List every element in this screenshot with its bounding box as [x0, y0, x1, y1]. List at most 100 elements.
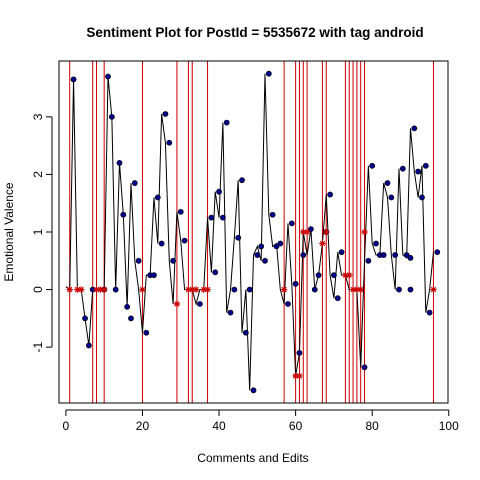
axes: 0 20 40 60 80 100 -1 0 1 2 3 [31, 113, 459, 433]
comment-point [86, 343, 91, 348]
comment-point [373, 241, 378, 246]
comment-point [435, 250, 440, 255]
comment-point [278, 241, 283, 246]
comment-point [213, 270, 218, 275]
comment-point [308, 227, 313, 232]
comment-point [151, 273, 156, 278]
comment-point [389, 195, 394, 200]
comment-point [423, 163, 428, 168]
comment-point [232, 287, 237, 292]
edit-point [304, 229, 310, 235]
edit-point [67, 286, 73, 292]
comment-point [259, 244, 264, 249]
comment-point [270, 212, 275, 217]
comment-point [297, 350, 302, 355]
comment-point [331, 273, 336, 278]
comment-point [255, 252, 260, 257]
comment-point [224, 120, 229, 125]
comment-point [385, 180, 390, 185]
comment-point [125, 304, 130, 309]
comment-point [396, 287, 401, 292]
comment-point [178, 209, 183, 214]
comment-point [170, 258, 175, 263]
comment-point [144, 330, 149, 335]
comment-point [412, 126, 417, 131]
data-markers [67, 71, 440, 393]
y-tick-label: 0 [31, 286, 45, 293]
comment-point [312, 287, 317, 292]
edit-point [430, 286, 436, 292]
comment-point [419, 195, 424, 200]
comment-point [159, 241, 164, 246]
comment-point [243, 330, 248, 335]
comment-point [289, 221, 294, 226]
comment-point [247, 287, 252, 292]
y-tick-label: 1 [31, 228, 45, 235]
comment-point [209, 215, 214, 220]
comment-point [228, 310, 233, 315]
comment-point [362, 365, 367, 370]
edit-point [78, 286, 84, 292]
comment-point [335, 296, 340, 301]
comment-point [163, 111, 168, 116]
edit-point [204, 286, 210, 292]
y-axis-label: Emotional Valence [2, 182, 16, 281]
edit-point [319, 240, 325, 246]
x-tick-label: 0 [63, 419, 70, 433]
comment-point [316, 273, 321, 278]
comment-point [216, 189, 221, 194]
comment-point [105, 74, 110, 79]
comment-point [366, 258, 371, 263]
comment-point [71, 77, 76, 82]
x-tick-label: 20 [136, 419, 150, 433]
comment-point [82, 316, 87, 321]
x-tick-label: 100 [439, 419, 459, 433]
y-tick-label: 3 [31, 113, 45, 120]
comment-point [393, 252, 398, 257]
comment-point [370, 163, 375, 168]
comment-point [266, 71, 271, 76]
x-axis-label: Comments and Edits [197, 451, 308, 465]
edit-point [281, 286, 287, 292]
comment-point [113, 287, 118, 292]
comment-point [182, 238, 187, 243]
comment-point [239, 178, 244, 183]
comment-point [109, 114, 114, 119]
x-tick-label: 40 [212, 419, 226, 433]
comment-point [408, 287, 413, 292]
comment-point [220, 215, 225, 220]
edit-point [139, 286, 145, 292]
comment-point [400, 166, 405, 171]
edit-point [101, 286, 107, 292]
comment-point [427, 310, 432, 315]
comment-point [339, 250, 344, 255]
comment-point [155, 195, 160, 200]
y-tick-label: 2 [31, 171, 45, 178]
edit-point [174, 301, 180, 307]
comment-point [128, 316, 133, 321]
comment-point [236, 235, 241, 240]
x-tick-label: 60 [289, 419, 303, 433]
comment-point [117, 160, 122, 165]
comment-point [327, 192, 332, 197]
valence-polyline [66, 74, 434, 391]
comment-point [285, 301, 290, 306]
edit-point [361, 229, 367, 235]
edit-point [358, 286, 364, 292]
x-tick-label: 80 [366, 419, 380, 433]
comment-point [301, 252, 306, 257]
comment-point [197, 301, 202, 306]
comment-point [408, 255, 413, 260]
comment-point [121, 212, 126, 217]
comment-point [132, 180, 137, 185]
comment-point [251, 388, 256, 393]
comment-point [262, 258, 267, 263]
comment-point [381, 252, 386, 257]
y-tick-label: -1 [31, 341, 45, 352]
comment-point [167, 140, 172, 145]
valence-line [66, 74, 434, 391]
comment-point [293, 281, 298, 286]
comment-point [136, 258, 141, 263]
chart-title: Sentiment Plot for PostId = 5535672 with… [86, 25, 423, 40]
